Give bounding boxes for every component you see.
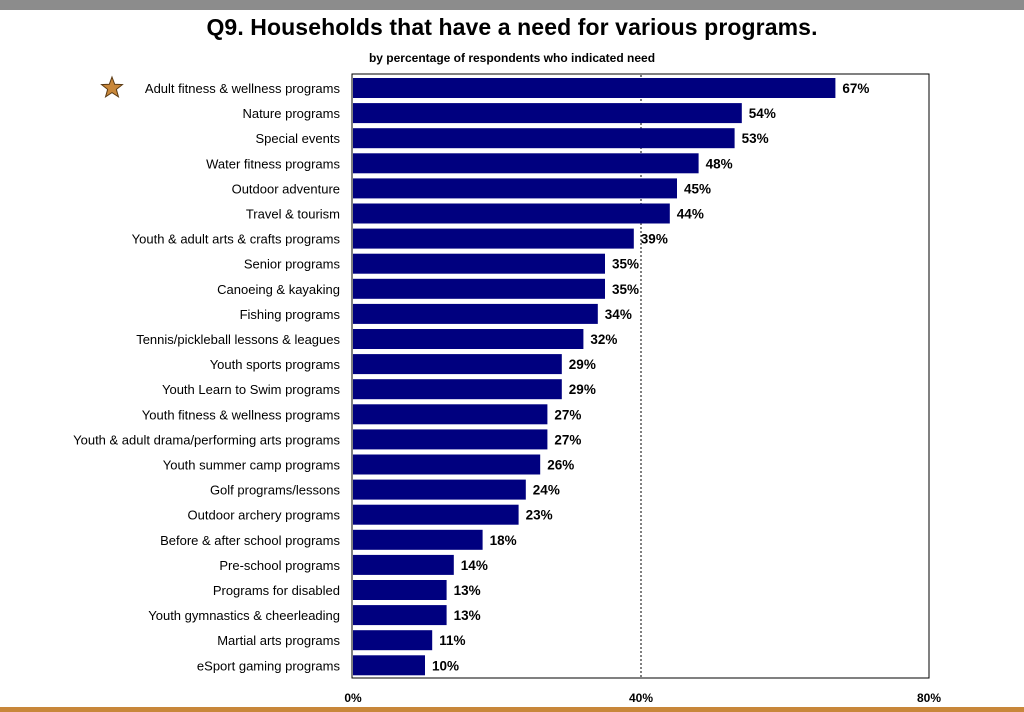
category-label: Youth fitness & wellness programs — [142, 407, 341, 422]
value-label: 27% — [554, 432, 581, 447]
bar — [353, 379, 562, 400]
star-icon — [100, 75, 124, 99]
x-tick-label: 80% — [917, 691, 941, 705]
category-label: Fishing programs — [240, 307, 341, 322]
value-label: 53% — [742, 131, 769, 146]
category-label: Adult fitness & wellness programs — [145, 81, 341, 96]
bar — [353, 605, 447, 626]
bar — [353, 178, 677, 199]
value-label: 29% — [569, 382, 596, 397]
bar — [353, 228, 634, 249]
bars — [353, 78, 836, 676]
category-label: Outdoor adventure — [232, 181, 340, 196]
bar — [353, 329, 584, 349]
bar — [353, 554, 454, 575]
value-label: 35% — [612, 257, 639, 272]
value-label: 39% — [641, 232, 668, 247]
value-label: 14% — [461, 558, 488, 573]
bar — [353, 354, 562, 375]
bar — [353, 504, 519, 525]
category-label: Youth summer camp programs — [163, 458, 341, 473]
bar — [353, 253, 605, 274]
bottom-accent-bar — [0, 707, 1024, 712]
category-label: Canoeing & kayaking — [217, 282, 340, 297]
category-label: Youth Learn to Swim programs — [162, 382, 341, 397]
bar — [353, 153, 699, 174]
chart-title: Q9. Households that have a need for vari… — [206, 14, 818, 40]
value-label: 35% — [612, 282, 639, 297]
bar — [353, 303, 598, 324]
value-label: 23% — [526, 508, 553, 523]
value-label: 54% — [749, 106, 776, 121]
bar — [353, 128, 735, 149]
value-label: 29% — [569, 357, 596, 372]
category-labels: Adult fitness & wellness programs Nature … — [73, 81, 340, 673]
x-axis-ticks: 0% 40% 80% — [344, 691, 941, 705]
top-accent-bar — [0, 0, 1024, 10]
category-label: Outdoor archery programs — [188, 508, 341, 523]
bar — [353, 278, 605, 299]
bar — [353, 429, 548, 450]
value-label: 18% — [490, 533, 517, 548]
category-label: Martial arts programs — [217, 633, 340, 648]
category-label: Programs for disabled — [213, 583, 340, 598]
category-label: Before & after school programs — [160, 533, 340, 548]
category-label: Youth & adult arts & crafts programs — [132, 232, 341, 247]
chart-subtitle: by percentage of respondents who indicat… — [368, 51, 656, 65]
category-label: Tennis/pickleball lessons & leagues — [136, 332, 340, 347]
category-label: Pre-school programs — [219, 558, 340, 573]
highlight-icons — [100, 75, 124, 99]
value-label: 10% — [432, 658, 459, 673]
bar — [353, 580, 447, 600]
category-label: Nature programs — [242, 106, 340, 121]
bar — [353, 454, 541, 475]
category-label: Youth & adult drama/performing arts prog… — [73, 432, 340, 447]
bar — [353, 479, 526, 500]
value-label: 32% — [590, 332, 617, 347]
value-label: 67% — [842, 81, 869, 96]
value-label: 44% — [677, 207, 704, 222]
bar — [353, 529, 483, 550]
value-label: 13% — [454, 608, 481, 623]
value-label: 11% — [439, 633, 465, 648]
value-label: 24% — [533, 483, 560, 498]
bar — [353, 103, 742, 124]
value-label: 13% — [454, 583, 481, 598]
bar — [353, 404, 548, 425]
value-label: 45% — [684, 181, 711, 196]
bar — [353, 655, 425, 676]
category-label: Senior programs — [244, 257, 341, 272]
category-label: Golf programs/lessons — [210, 483, 341, 498]
bar — [353, 203, 670, 224]
category-label: Special events — [255, 131, 340, 146]
value-label: 48% — [706, 156, 733, 171]
x-tick-label: 0% — [344, 691, 362, 705]
value-label: 27% — [554, 407, 581, 422]
category-label: Youth sports programs — [210, 357, 341, 372]
value-label: 26% — [547, 458, 574, 473]
value-label: 34% — [605, 307, 632, 322]
category-label: Youth gymnastics & cheerleading — [148, 608, 340, 623]
x-tick-label: 40% — [629, 691, 653, 705]
category-label: Travel & tourism — [246, 207, 340, 222]
value-labels: 67%54%53%48%45%44%39%35%35%34%32%29%29%2… — [432, 81, 869, 673]
category-label: eSport gaming programs — [197, 658, 341, 673]
bar — [353, 78, 836, 98]
category-label: Water fitness programs — [206, 156, 340, 171]
bar — [353, 630, 433, 651]
